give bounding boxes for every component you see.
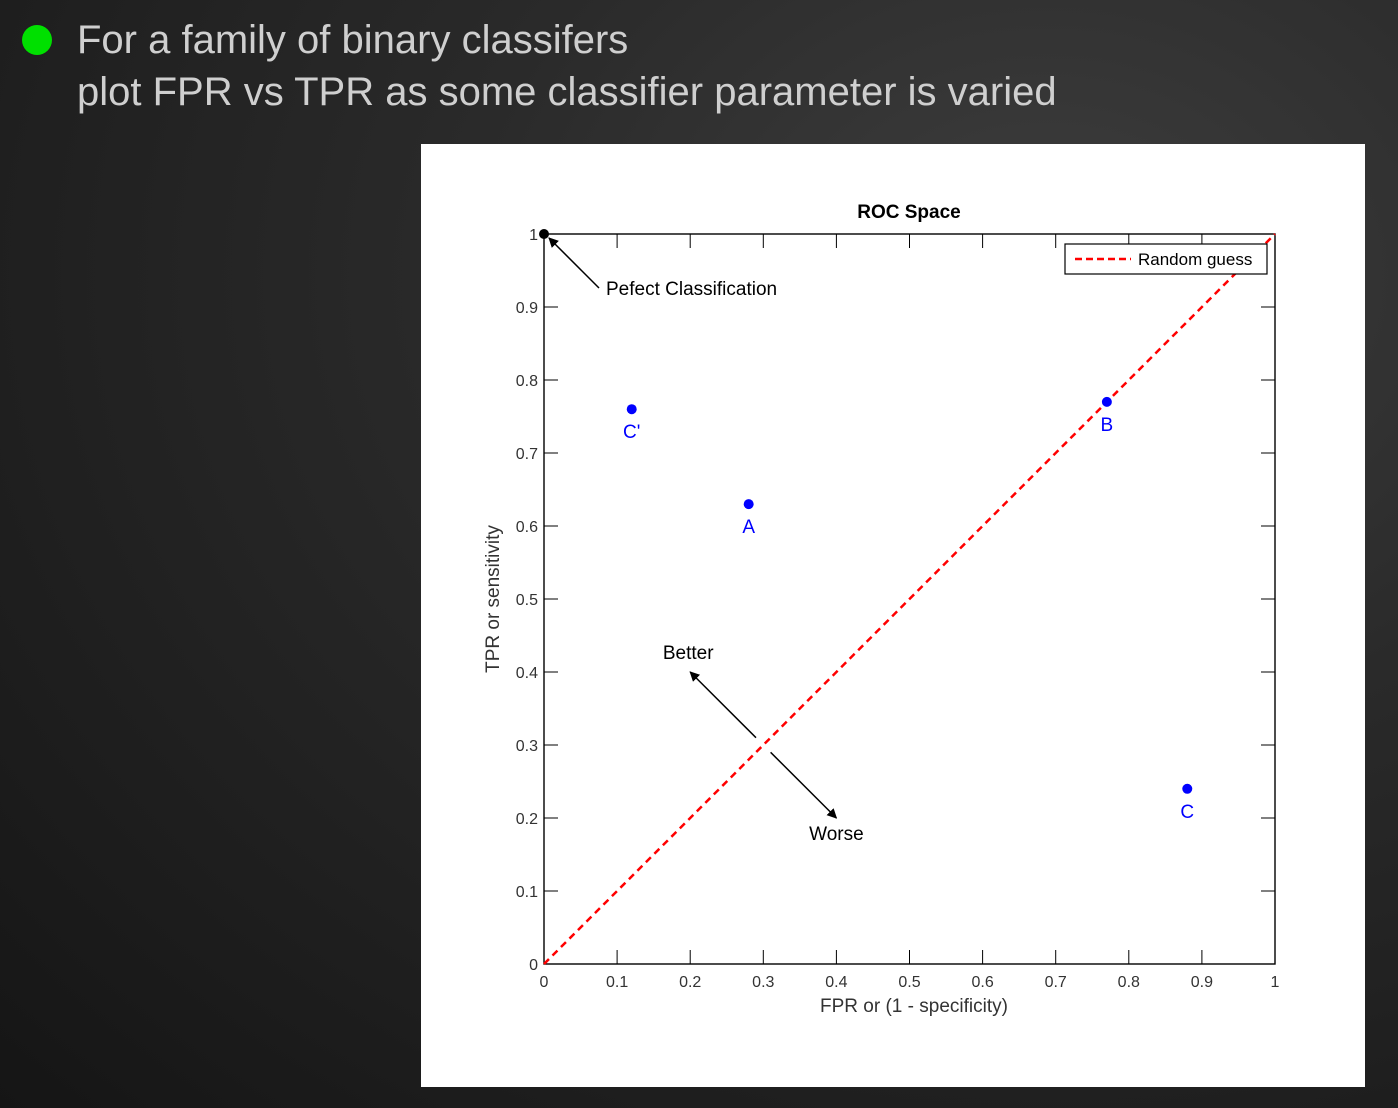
legend-label: Random guess	[1138, 250, 1252, 269]
y-tick-label: 0.6	[516, 519, 538, 536]
better-arrow	[689, 671, 757, 739]
x-tick-label: 0.5	[898, 974, 920, 991]
worse-label: Worse	[809, 824, 864, 845]
roc-chart: ROC Space FPR or (1 - specificity) TPR o…	[483, 202, 1280, 1017]
perfect-classification-arrow	[548, 237, 600, 289]
data-point	[1101, 396, 1112, 407]
bullet-line-2: plot FPR vs TPR as some classifier param…	[77, 70, 1057, 114]
better-label: Better	[663, 643, 714, 664]
random-guess-layer	[543, 233, 1276, 965]
chart-title: ROC Space	[857, 202, 960, 223]
axes: 0 0.1 0.2 0.3 0.4 0.5 0.6 0.7 0.8 0.9 1 0 0.1 0.2 0.3 0…	[516, 227, 1280, 991]
x-tick-label: 0.3	[752, 974, 774, 991]
x-tick-label: 0.7	[1045, 974, 1067, 991]
y-tick-label: 0.2	[516, 811, 538, 828]
legend: Random guess	[1064, 243, 1268, 275]
x-tick-label: 0.2	[679, 974, 701, 991]
y-tick-label: 0	[529, 957, 538, 974]
y-tick-label: 0.4	[516, 665, 538, 682]
data-point-label: A	[742, 517, 755, 538]
perfect-classification-label: Pefect Classification	[606, 279, 777, 300]
x-tick-label: 0.9	[1191, 974, 1213, 991]
worse-arrow	[770, 751, 838, 819]
bullet-point-icon	[22, 25, 52, 55]
x-tick-label: 1	[1271, 974, 1280, 991]
x-tick-label: 0.6	[971, 974, 993, 991]
points-layer: A B C C'	[623, 396, 1194, 823]
slide-bullet-text: For a family of binary classifers plot F…	[77, 14, 1057, 118]
bullet-line-1: For a family of binary classifers	[77, 18, 629, 62]
y-tick-label: 0.5	[516, 592, 538, 609]
data-point-label: C'	[623, 422, 640, 443]
data-point-label: C	[1180, 802, 1194, 823]
data-point	[1182, 783, 1193, 794]
y-tick-label: 0.9	[516, 300, 538, 317]
x-tick-label: 0.8	[1118, 974, 1140, 991]
data-point-label: B	[1101, 415, 1114, 436]
y-tick-label: 0.7	[516, 446, 538, 463]
data-point	[743, 499, 754, 510]
x-tick-label: 0.1	[606, 974, 628, 991]
x-tick-label: 0.4	[825, 974, 847, 991]
y-tick-label: 0.8	[516, 373, 538, 390]
y-tick-label: 0.1	[516, 884, 538, 901]
x-axis-label: FPR or (1 - specificity)	[820, 996, 1008, 1017]
y-tick-label: 0.3	[516, 738, 538, 755]
x-tick-label: 0	[540, 974, 549, 991]
roc-figure: ROC Space FPR or (1 - specificity) TPR o…	[421, 144, 1365, 1087]
annotation-layer: Pefect Classification Better Worse	[539, 229, 864, 845]
data-point	[626, 404, 637, 415]
y-axis-label: TPR or sensitivity	[483, 525, 504, 673]
perfect-classification-point	[539, 229, 549, 239]
y-tick-label: 1	[529, 227, 538, 244]
random-guess-line	[543, 233, 1276, 965]
